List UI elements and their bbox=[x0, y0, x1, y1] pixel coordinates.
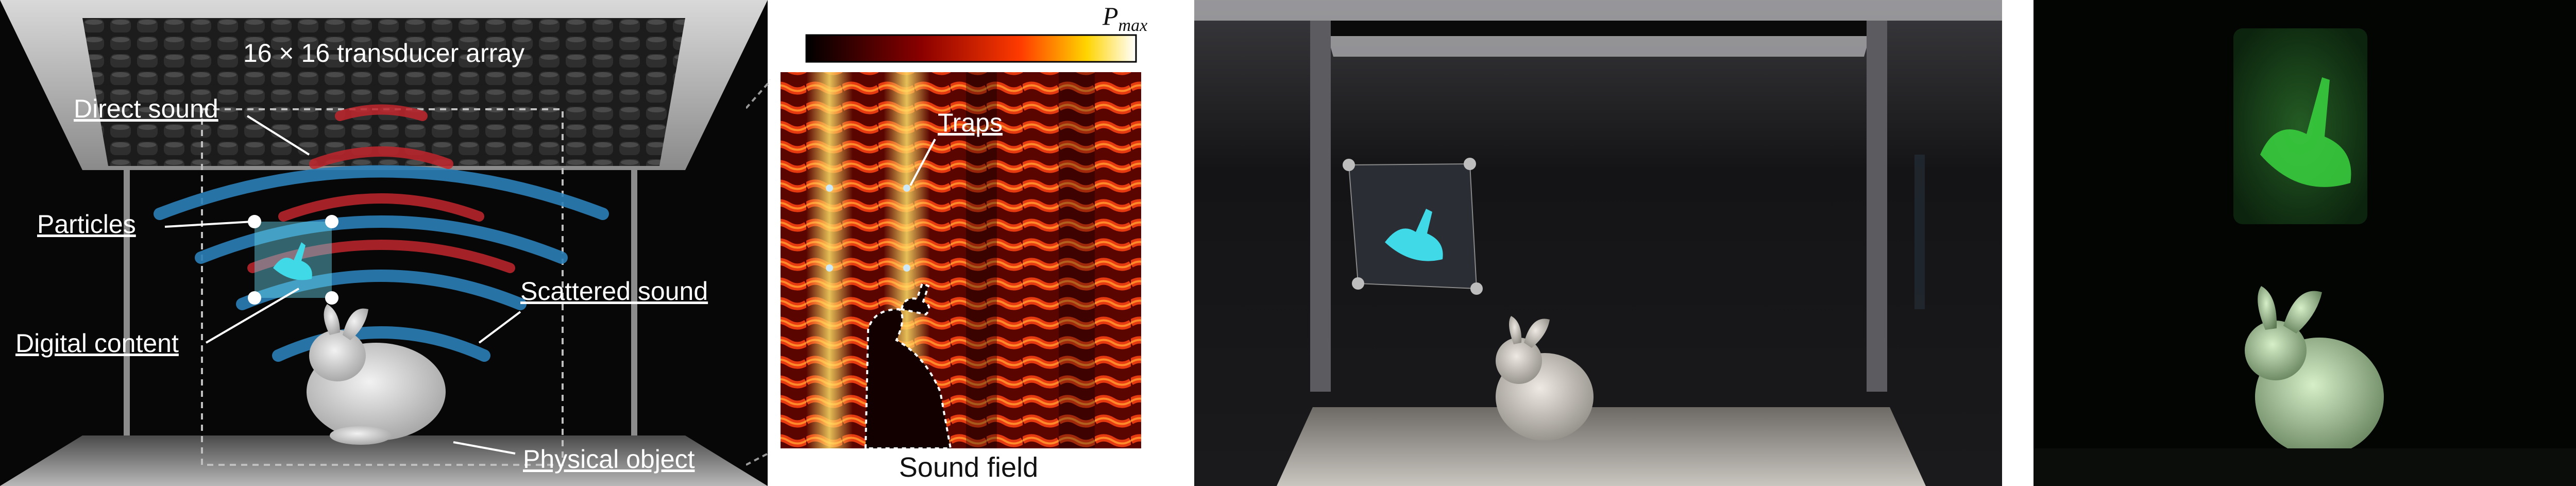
colorbar bbox=[805, 34, 1137, 63]
physical-bunny bbox=[307, 304, 446, 445]
panel-photo-prototype bbox=[1194, 0, 2002, 486]
trap-points bbox=[826, 185, 910, 272]
particles bbox=[248, 215, 338, 305]
floor bbox=[0, 435, 768, 486]
panel-schematic: 16 × 16 transducer array Direct sound Pa… bbox=[0, 0, 768, 486]
traps-label: Traps bbox=[938, 108, 1003, 137]
panel-photo-hologram bbox=[2033, 0, 2576, 486]
physical-bunny-photo bbox=[1496, 316, 1594, 441]
hologram-volume bbox=[2233, 28, 2367, 224]
projected-bunny bbox=[1385, 209, 1443, 261]
array-label: 16 × 16 transducer array bbox=[243, 39, 524, 68]
traps-leader bbox=[909, 139, 936, 186]
hologram-bunny bbox=[2260, 77, 2351, 187]
colorbar-max-label: Pmax bbox=[1102, 2, 1147, 35]
platform bbox=[1277, 407, 1926, 486]
particles-label: Particles bbox=[37, 210, 136, 239]
direct-sound-label: Direct sound bbox=[74, 94, 218, 123]
panel-sound-field: Pmax Traps Sound field bbox=[770, 0, 1182, 486]
scattered-sound-waves bbox=[154, 165, 609, 362]
digital-content-square bbox=[255, 222, 332, 298]
levitated-screen bbox=[1348, 163, 1478, 290]
frame-post bbox=[1310, 21, 1331, 392]
digital-content-label: Digital content bbox=[15, 329, 179, 358]
scattered-sound-label: Scattered sound bbox=[520, 277, 708, 306]
sound-field-caption: Sound field bbox=[899, 452, 1038, 483]
sound-field-map bbox=[781, 72, 1141, 448]
physical-object-label: Physical object bbox=[523, 445, 695, 474]
frame-post bbox=[1867, 21, 1887, 392]
callout-leaders bbox=[164, 115, 521, 455]
levitated-particles bbox=[1343, 158, 1483, 295]
object-silhouette bbox=[864, 308, 952, 448]
sound-field-region bbox=[201, 108, 564, 466]
physical-bunny-lit bbox=[2245, 286, 2384, 456]
support-post bbox=[631, 166, 637, 435]
direct-sound-waves bbox=[247, 104, 515, 273]
support-post bbox=[124, 166, 130, 435]
bunny-content-icon bbox=[273, 242, 312, 280]
transducer-array bbox=[82, 18, 685, 166]
